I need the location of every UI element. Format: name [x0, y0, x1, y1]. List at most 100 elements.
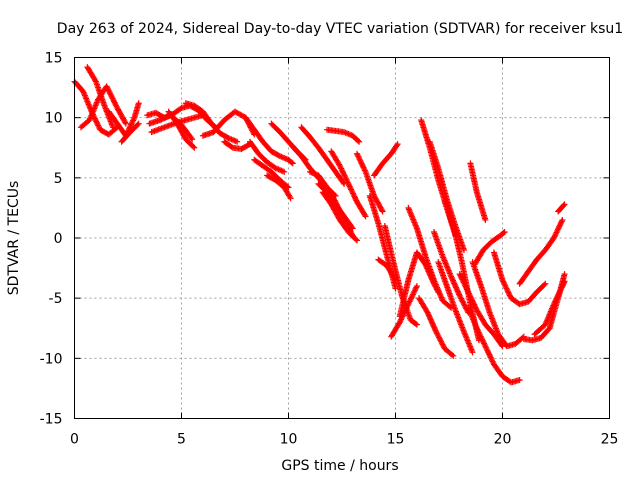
data-point [430, 323, 437, 330]
data-point [466, 291, 473, 298]
data-point [413, 284, 420, 291]
data-point [448, 274, 455, 281]
data-point [485, 350, 492, 357]
data-point [349, 225, 356, 232]
data-point [561, 278, 568, 285]
data-point [460, 279, 467, 286]
data-point [459, 278, 466, 285]
series-t32 [405, 204, 455, 311]
series-t24 [328, 148, 369, 220]
series-t45 [516, 216, 566, 287]
data-point [469, 349, 476, 356]
data-point [104, 86, 111, 93]
y-tick-label: 15 [45, 51, 63, 67]
x-tick-label: 5 [177, 432, 186, 448]
y-tick-label: -10 [40, 351, 63, 367]
data-point [469, 297, 476, 304]
data-point [122, 119, 129, 126]
data-point [551, 233, 558, 240]
data-point [506, 292, 513, 299]
data-point [191, 144, 198, 151]
data-point [458, 273, 465, 280]
series-t25 [353, 150, 386, 215]
data-point [95, 122, 102, 129]
data-point [336, 162, 343, 169]
data-point [162, 114, 169, 121]
data-point [488, 355, 495, 362]
data-point [159, 115, 166, 122]
series-t33 [416, 295, 457, 359]
data-point [478, 334, 485, 341]
data-point [92, 77, 99, 84]
data-point [346, 182, 353, 189]
data-point [378, 207, 385, 214]
data-point [474, 326, 481, 333]
data-point [450, 279, 457, 286]
data-point [161, 115, 168, 122]
data-point [558, 219, 565, 226]
data-point [556, 223, 563, 230]
data-point [348, 187, 355, 194]
data-point [453, 285, 460, 292]
data-point [472, 304, 479, 311]
data-point [423, 308, 430, 315]
data-point [451, 280, 458, 287]
data-point [94, 121, 101, 128]
data-point [135, 120, 142, 127]
data-point [129, 118, 136, 125]
data-point [228, 143, 235, 150]
data-point [556, 222, 563, 229]
data-point [397, 317, 404, 324]
data-point [485, 348, 492, 355]
series-t35 [426, 138, 467, 254]
data-point [275, 152, 282, 159]
series-t22 [319, 189, 360, 244]
data-point [338, 165, 345, 172]
series-t44 [490, 249, 549, 308]
data-point [428, 319, 435, 326]
data-point [465, 290, 472, 297]
data-point [553, 229, 560, 236]
data-point [456, 291, 463, 298]
data-point [413, 283, 420, 290]
data-marks [71, 64, 568, 386]
data-point [342, 175, 349, 182]
data-point [561, 271, 568, 278]
series-t40 [465, 304, 523, 386]
data-point [398, 316, 405, 323]
data-point [109, 95, 116, 102]
data-point [449, 276, 456, 283]
data-point [111, 99, 118, 106]
data-point [113, 103, 120, 110]
data-point [481, 341, 488, 348]
data-point [287, 195, 294, 202]
data-point [426, 313, 433, 320]
data-point [430, 321, 437, 328]
data-point [431, 324, 438, 331]
data-point [95, 123, 102, 130]
data-point [350, 191, 357, 198]
data-point [413, 321, 420, 328]
data-point [452, 283, 459, 290]
data-point [454, 288, 461, 295]
data-point [541, 281, 548, 288]
data-point [461, 282, 468, 289]
y-tick-label: -5 [49, 291, 63, 307]
data-point [550, 301, 557, 308]
data-point [157, 117, 164, 124]
x-tick-label: 0 [70, 432, 79, 448]
data-point [480, 339, 487, 346]
data-point [356, 156, 363, 163]
data-point [349, 189, 356, 196]
data-point [409, 291, 416, 298]
data-point [93, 118, 100, 125]
data-point [288, 159, 295, 166]
data-point [343, 176, 350, 183]
data-point [449, 351, 456, 358]
data-point [412, 320, 419, 327]
data-point [424, 309, 431, 316]
data-point [471, 301, 478, 308]
data-point [431, 326, 438, 333]
data-point [379, 208, 386, 215]
series-t12 [221, 138, 253, 152]
